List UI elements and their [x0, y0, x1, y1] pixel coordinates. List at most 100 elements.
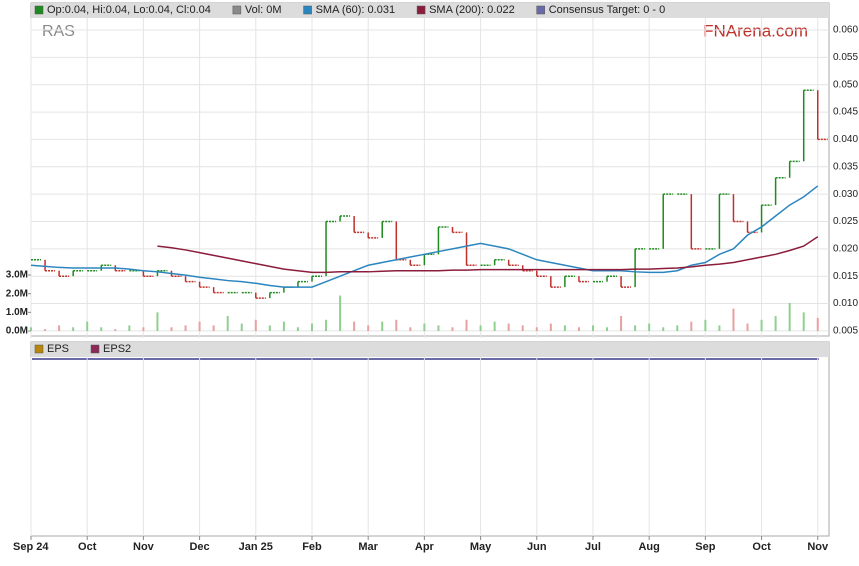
- ticker: RAS: [42, 23, 75, 40]
- legend-swatch: [416, 5, 426, 15]
- volume-bar: [591, 325, 594, 332]
- volume-bar: [353, 321, 356, 332]
- x-tick-label: Mar: [358, 541, 378, 553]
- legend-label: EPS2: [103, 343, 131, 355]
- y-tick-label: 0.055: [833, 52, 858, 63]
- legend-bar: [31, 3, 829, 18]
- volume-bar: [423, 323, 426, 332]
- volume-bar: [58, 325, 61, 332]
- volume-bar: [704, 319, 707, 332]
- x-tick-label: Jun: [527, 541, 547, 553]
- y2-tick-label: 1.0M: [6, 307, 28, 318]
- volume-bar: [254, 319, 257, 332]
- legend-label: Op:0.04, Hi:0.04, Lo:0.04, Cl:0.04: [47, 4, 211, 16]
- x-tick-label: Nov: [807, 541, 829, 553]
- volume-bar: [114, 329, 117, 332]
- volume-bar: [774, 316, 777, 332]
- volume-bar: [718, 325, 721, 332]
- legend-swatch: [90, 344, 100, 354]
- y-tick-label: 0.030: [833, 189, 858, 200]
- x-tick-label: Aug: [638, 541, 659, 553]
- volume-bar: [437, 325, 440, 332]
- volume-bar: [310, 323, 313, 332]
- volume-bar: [282, 321, 285, 332]
- volume-bar: [760, 319, 763, 332]
- volume-bar: [521, 325, 524, 332]
- x-tick-label: May: [470, 541, 492, 553]
- y-tick-label: 0.045: [833, 107, 858, 118]
- y-tick-label: 0.050: [833, 79, 858, 90]
- volume-bar: [170, 327, 173, 332]
- x-tick-label: Dec: [189, 541, 209, 553]
- y2-tick-label: 3.0M: [6, 270, 28, 281]
- y-tick-label: 0.060: [833, 25, 858, 36]
- volume-bar: [493, 321, 496, 332]
- legend-label: SMA (200): 0.022: [429, 4, 515, 16]
- sma-line: [157, 236, 819, 274]
- legend-swatch: [34, 5, 44, 15]
- volume-bar: [788, 303, 791, 332]
- volume-bar: [198, 321, 201, 332]
- x-tick-label: Sep 24: [13, 541, 49, 553]
- y-tick-label: 0.010: [833, 298, 858, 309]
- volume-bar: [100, 327, 103, 332]
- volume-bar: [184, 325, 187, 332]
- volume-bar: [226, 316, 229, 332]
- volume-bar: [240, 323, 243, 332]
- x-tick-label: Oct: [78, 541, 97, 553]
- x-tick-label: Sep: [695, 541, 715, 553]
- volume-bar: [690, 321, 693, 332]
- x-tick-label: Jan 25: [239, 541, 273, 553]
- volume-bar: [577, 327, 580, 332]
- legend-label: Vol: 0M: [245, 4, 282, 16]
- volume-bar: [606, 327, 609, 332]
- volume-bar: [746, 323, 749, 332]
- volume-bar: [634, 325, 637, 332]
- volume-bar: [212, 325, 215, 332]
- eps-legend-bar: [31, 342, 829, 357]
- y2-tick-label: 0.0M: [6, 326, 28, 337]
- x-tick-label: Apr: [415, 541, 435, 553]
- volume-bar: [325, 319, 328, 332]
- x-tick-label: Nov: [133, 541, 155, 553]
- volume-bar: [72, 327, 75, 332]
- volume-bar: [409, 327, 412, 332]
- volume-bar: [44, 329, 47, 332]
- y-tick-label: 0.040: [833, 134, 858, 145]
- volume-bar: [156, 312, 159, 332]
- legend-label: SMA (60): 0.031: [316, 4, 396, 16]
- volume-bar: [339, 295, 342, 332]
- volume-bar: [549, 323, 552, 332]
- legend-swatch: [303, 5, 312, 15]
- volume-bar: [128, 325, 131, 332]
- legend-label: EPS: [47, 343, 69, 355]
- volume-bar: [86, 321, 89, 332]
- y2-tick-label: 2.0M: [6, 288, 28, 299]
- y-tick-label: 0.035: [833, 161, 858, 172]
- price-panel: [30, 2, 830, 337]
- y-tick-label: 0.020: [833, 243, 858, 254]
- volume-bar: [535, 327, 538, 332]
- legend-swatch: [536, 5, 545, 15]
- volume-bar: [507, 323, 510, 332]
- watermark: FNArena.com: [703, 21, 808, 40]
- y-tick-label: 0.015: [833, 271, 858, 282]
- volume-bar: [367, 325, 370, 332]
- x-tick-label: Feb: [302, 541, 322, 553]
- y-tick-label: 0.025: [833, 216, 858, 227]
- volume-bar: [732, 308, 735, 332]
- x-tick-label: Jul: [585, 541, 601, 553]
- y-tick-label: 0.005: [833, 326, 858, 337]
- legend-swatch: [34, 344, 44, 354]
- volume-bar: [648, 323, 651, 332]
- legend-swatch: [232, 5, 242, 15]
- volume-bar: [381, 321, 384, 332]
- volume-bar: [479, 325, 482, 332]
- legend-label: Consensus Target: 0 - 0: [549, 4, 666, 16]
- volume-bar: [816, 317, 819, 332]
- volume-bar: [620, 316, 623, 332]
- volume-bar: [142, 327, 145, 332]
- x-tick-label: Oct: [752, 541, 771, 553]
- volume-bar: [451, 327, 454, 332]
